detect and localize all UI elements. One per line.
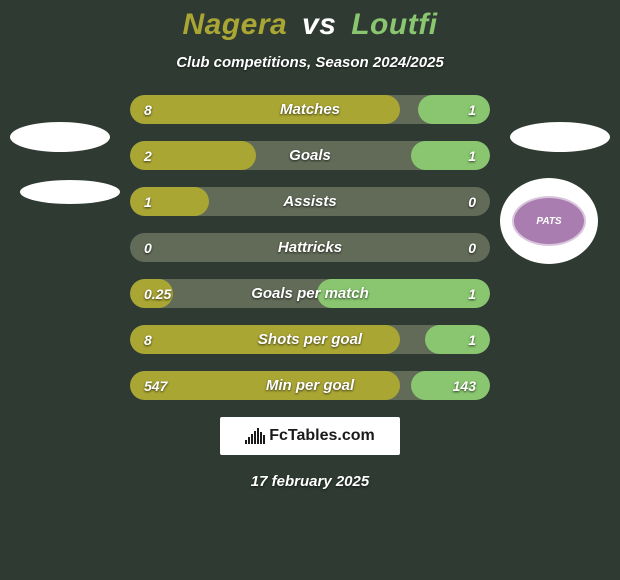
stats-list: 81Matches21Goals10Assists00Hattricks0.25… [130,95,490,400]
stat-label: Hattricks [130,233,490,262]
stat-value-right: 0 [468,187,476,216]
stat-row: 0 0Hattricks [130,233,490,262]
stat-row: 547143Min per goal [130,371,490,400]
bar-left [130,95,400,124]
date-label: 17 february 2025 [0,473,620,490]
vs-label: vs [296,8,342,41]
branding-bars-icon [245,428,265,444]
team-badge-icon: PATS [512,196,586,246]
branding-bar [245,440,247,444]
bar-left [130,141,256,170]
team-logo-left-2 [20,180,120,204]
branding-bar [257,428,259,444]
stat-row: 81Matches [130,95,490,124]
team-logo-right-1 [510,122,610,152]
branding-bar [260,432,262,444]
player2-name: Loutfi [351,8,437,41]
bar-right [317,279,490,308]
stat-row: 81Shots per goal [130,325,490,354]
bar-left [130,371,400,400]
subtitle: Club competitions, Season 2024/2025 [0,54,620,71]
stat-value-right: 0 [468,233,476,262]
bar-right [425,325,490,354]
bar-right [411,141,490,170]
branding-bar [263,435,265,444]
stat-value-left: 0 [144,233,152,262]
bar-left [130,187,209,216]
branding-bar [254,431,256,444]
branding-bar [248,437,250,444]
branding-badge: FcTables.com [220,417,400,455]
bar-right [411,371,490,400]
bar-right [418,95,490,124]
branding-bar [251,434,253,444]
bar-left [130,279,173,308]
team-logo-left-1 [10,122,110,152]
branding-text: FcTables.com [269,427,375,445]
comparison-card: Nagera vs Loutfi Club competitions, Seas… [0,0,620,580]
team-logo-right-2: PATS [500,178,598,264]
player1-name: Nagera [182,8,287,41]
stat-row: 10Assists [130,187,490,216]
stat-row: 21Goals [130,141,490,170]
page-title: Nagera vs Loutfi [0,8,620,42]
stat-row: 0.251Goals per match [130,279,490,308]
bar-left [130,325,400,354]
